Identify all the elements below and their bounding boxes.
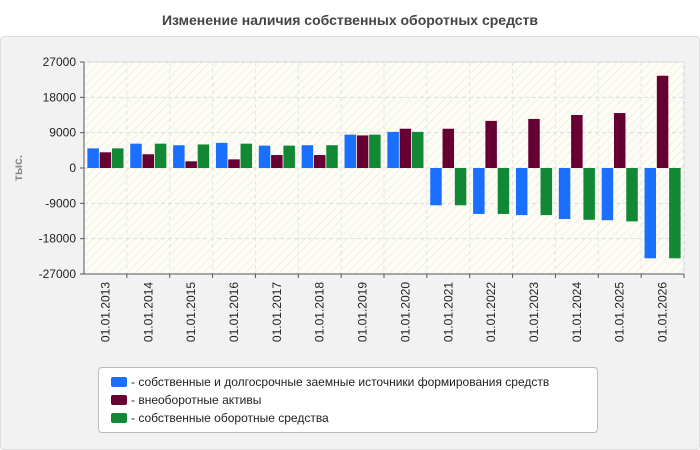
y-tick-label: 18000: [43, 90, 77, 104]
bar: [528, 118, 540, 168]
bar: [173, 145, 185, 168]
bar: [369, 134, 381, 168]
bar: [571, 115, 583, 168]
bar: [454, 168, 467, 206]
bar: [99, 152, 112, 168]
x-tick-label: 01.01.2026: [656, 282, 670, 342]
x-tick-label: 01.01.2024: [570, 282, 584, 342]
x-tick-label: 01.01.2021: [441, 282, 455, 342]
x-tick-label: 01.01.2019: [356, 282, 370, 342]
bar: [430, 168, 442, 206]
legend-item: - внеоборотные активы: [111, 391, 597, 409]
y-tick-label: 27000: [43, 55, 77, 69]
bar: [644, 168, 657, 259]
legend-item: - собственные оборотные средства: [111, 409, 597, 427]
x-tick-label: 01.01.2014: [141, 282, 155, 342]
bar: [197, 144, 210, 168]
bar: [387, 131, 399, 168]
bar: [473, 168, 485, 214]
legend: - собственные и долгосрочные заемные ист…: [98, 367, 598, 433]
legend-swatch-working-capital: [111, 413, 127, 423]
bar: [497, 168, 510, 214]
legend-label: - внеоборотные активы: [131, 393, 262, 407]
bar: [356, 135, 369, 168]
bar: [301, 145, 314, 168]
bar: [442, 128, 455, 168]
bar: [515, 168, 528, 216]
x-tick-label: 01.01.2013: [98, 282, 112, 342]
bar: [111, 148, 124, 168]
legend-label: - собственные и долгосрочные заемные ист…: [131, 375, 550, 389]
x-tick-label: 01.01.2017: [270, 282, 284, 342]
bar: [142, 154, 155, 168]
y-tick-label: -9000: [45, 196, 76, 210]
legend-item: - собственные и долгосрочные заемные ист…: [111, 373, 597, 391]
bar: [240, 143, 253, 168]
x-tick-label: 01.01.2020: [398, 282, 412, 342]
bar: [344, 134, 357, 168]
x-tick-label: 01.01.2023: [527, 282, 541, 342]
bar: [656, 75, 669, 168]
bar: [540, 168, 553, 216]
y-tick-label: 0: [69, 161, 76, 175]
legend-swatch-fixed-assets: [111, 395, 127, 405]
bar: [215, 142, 228, 168]
bar: [613, 113, 626, 168]
x-tick-label: 01.01.2022: [484, 282, 498, 342]
bar: [558, 168, 571, 220]
y-tick-label: -27000: [39, 267, 77, 281]
bar: [154, 143, 167, 168]
x-tick-label: 01.01.2015: [184, 282, 198, 342]
bar: [583, 168, 595, 220]
bar: [485, 120, 497, 168]
bar: [283, 145, 295, 168]
bar: [185, 161, 197, 168]
bar: [228, 159, 240, 168]
x-tick-label: 01.01.2016: [227, 282, 241, 342]
bar: [271, 155, 283, 168]
legend-swatch-sources: [111, 377, 127, 387]
y-tick-label: -18000: [39, 232, 77, 246]
bar: [411, 131, 424, 168]
bar: [601, 168, 614, 221]
bar: [326, 145, 338, 168]
chart-title: Изменение наличия собственных оборотных …: [161, 12, 539, 28]
y-tick-label: 9000: [49, 126, 76, 140]
bar: [87, 148, 99, 168]
y-axis-label: тыс.: [11, 155, 25, 181]
legend-label: - собственные оборотные средства: [131, 411, 329, 425]
bar: [258, 145, 271, 168]
bar: [669, 168, 681, 259]
bar: [313, 155, 326, 168]
bar: [399, 128, 412, 168]
bar: [130, 143, 142, 168]
bar: [626, 168, 638, 222]
x-tick-label: 01.01.2018: [313, 282, 327, 342]
x-tick-label: 01.01.2025: [613, 282, 627, 342]
